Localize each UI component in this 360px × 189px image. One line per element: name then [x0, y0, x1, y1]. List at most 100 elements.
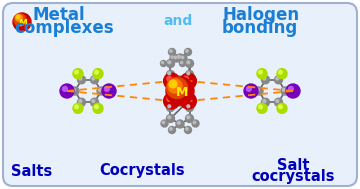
Circle shape — [14, 14, 26, 26]
Circle shape — [171, 56, 173, 58]
Circle shape — [16, 15, 20, 19]
Circle shape — [180, 55, 187, 62]
Circle shape — [247, 86, 251, 91]
Circle shape — [186, 128, 188, 130]
Circle shape — [181, 56, 184, 59]
Circle shape — [181, 62, 183, 64]
Circle shape — [79, 77, 82, 80]
Text: Cocrystals: Cocrystals — [99, 163, 185, 178]
Circle shape — [187, 72, 190, 75]
Circle shape — [185, 49, 192, 56]
Circle shape — [170, 50, 172, 52]
Circle shape — [257, 103, 267, 113]
Circle shape — [277, 103, 287, 113]
Text: Salt: Salt — [277, 157, 309, 173]
Circle shape — [174, 56, 177, 59]
Circle shape — [166, 115, 175, 122]
Circle shape — [90, 98, 99, 106]
Circle shape — [164, 93, 180, 109]
Circle shape — [180, 93, 196, 109]
Circle shape — [180, 73, 196, 89]
Circle shape — [275, 76, 283, 84]
Circle shape — [186, 50, 188, 52]
Circle shape — [168, 105, 171, 108]
Text: complexes: complexes — [14, 19, 114, 37]
Circle shape — [276, 100, 279, 102]
Circle shape — [92, 100, 95, 102]
Circle shape — [166, 104, 175, 112]
Circle shape — [168, 116, 171, 119]
Circle shape — [281, 87, 289, 95]
Circle shape — [184, 96, 188, 101]
Circle shape — [79, 100, 82, 102]
Circle shape — [177, 55, 180, 58]
Text: Metal: Metal — [32, 6, 85, 24]
Circle shape — [168, 61, 171, 64]
Circle shape — [276, 77, 279, 80]
Circle shape — [192, 120, 199, 127]
Circle shape — [13, 13, 31, 31]
Text: Salts: Salts — [12, 163, 53, 178]
Circle shape — [187, 105, 190, 108]
Circle shape — [282, 88, 285, 91]
Circle shape — [244, 84, 258, 98]
Circle shape — [177, 77, 180, 80]
Circle shape — [15, 15, 22, 22]
Circle shape — [259, 70, 262, 74]
Circle shape — [193, 121, 196, 124]
Text: M: M — [176, 85, 188, 98]
Circle shape — [180, 60, 185, 67]
Circle shape — [173, 55, 180, 62]
Circle shape — [93, 69, 103, 79]
Circle shape — [60, 84, 74, 98]
Circle shape — [279, 70, 282, 74]
Circle shape — [166, 60, 175, 67]
FancyBboxPatch shape — [3, 3, 357, 186]
Circle shape — [161, 60, 166, 67]
Circle shape — [95, 105, 98, 108]
Circle shape — [185, 60, 194, 67]
Circle shape — [169, 80, 177, 88]
Circle shape — [168, 49, 176, 56]
Circle shape — [261, 98, 270, 106]
Circle shape — [162, 121, 165, 124]
Circle shape — [185, 115, 194, 122]
Circle shape — [170, 55, 176, 61]
Circle shape — [257, 69, 267, 79]
Circle shape — [187, 61, 190, 64]
Circle shape — [164, 73, 180, 89]
Circle shape — [277, 69, 287, 79]
Circle shape — [263, 77, 266, 80]
Circle shape — [102, 84, 116, 98]
Circle shape — [71, 87, 79, 95]
Text: bonding: bonding — [222, 19, 298, 37]
Circle shape — [275, 98, 283, 106]
Circle shape — [166, 77, 194, 105]
Circle shape — [255, 87, 263, 95]
Circle shape — [166, 77, 188, 98]
Circle shape — [185, 126, 192, 133]
Text: Halogen: Halogen — [222, 6, 299, 24]
Circle shape — [92, 77, 95, 80]
Circle shape — [288, 86, 293, 91]
Circle shape — [185, 70, 194, 78]
Circle shape — [168, 126, 176, 133]
Text: cocrystals: cocrystals — [251, 170, 335, 184]
Circle shape — [168, 72, 171, 75]
Circle shape — [256, 88, 259, 91]
Circle shape — [77, 98, 86, 106]
Circle shape — [263, 100, 266, 102]
Circle shape — [72, 88, 75, 91]
Circle shape — [187, 116, 190, 119]
Circle shape — [259, 105, 262, 108]
Circle shape — [73, 103, 83, 113]
Circle shape — [185, 104, 194, 112]
Circle shape — [73, 69, 83, 79]
Circle shape — [98, 88, 101, 91]
Circle shape — [261, 76, 270, 84]
Circle shape — [95, 70, 98, 74]
Circle shape — [162, 62, 164, 64]
Circle shape — [176, 98, 184, 106]
Circle shape — [279, 105, 282, 108]
Circle shape — [62, 86, 67, 91]
